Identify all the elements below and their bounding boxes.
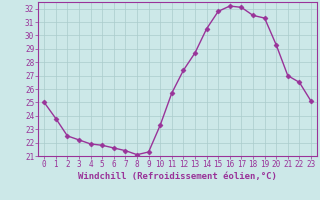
X-axis label: Windchill (Refroidissement éolien,°C): Windchill (Refroidissement éolien,°C) — [78, 172, 277, 181]
